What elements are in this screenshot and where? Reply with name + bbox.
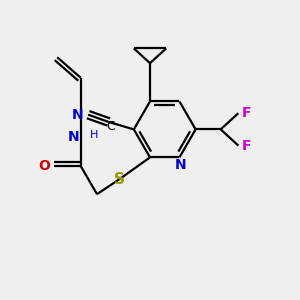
Text: C: C [106,120,115,133]
Text: F: F [241,139,251,153]
Text: N: N [175,158,187,172]
Text: O: O [38,159,50,173]
Text: N: N [72,108,84,122]
Text: S: S [114,172,124,187]
Text: H: H [90,130,98,140]
Text: F: F [241,106,251,120]
Text: N: N [68,130,79,144]
